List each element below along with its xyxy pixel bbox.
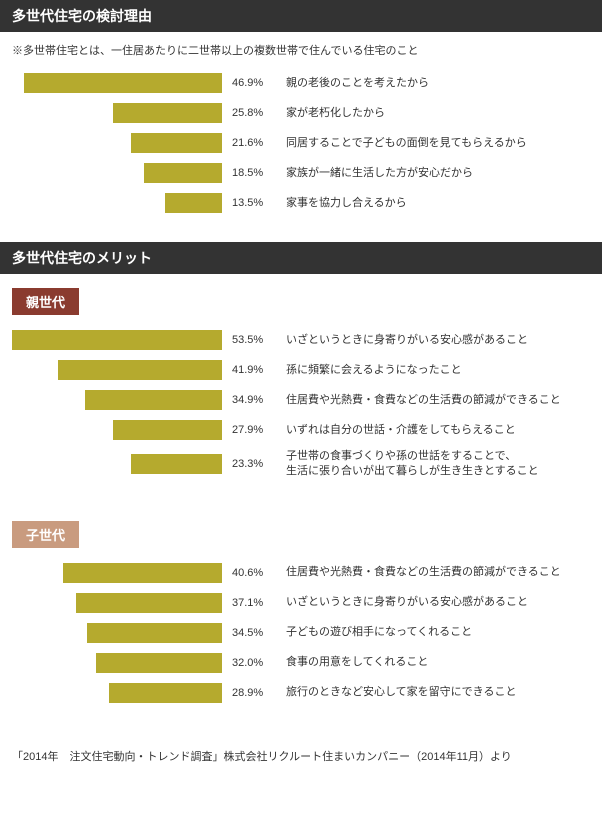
bar-percent: 21.6% [222, 137, 282, 149]
section-2: 多世代住宅のメリット 親世代53.5%いざというときに身寄りがいる安心感があるこ… [0, 242, 602, 732]
bar-row: 41.9%孫に頻繁に会えるようになったこと [12, 359, 590, 381]
source-text: 「2014年 注文住宅動向・トレンド調査」株式会社リクルート住まいカンパニー（2… [0, 732, 602, 774]
bar-container [12, 360, 222, 380]
section-1-chart: 46.9%親の老後のことを考えたから 25.8%家が老朽化したから 21.6%同居す… [0, 72, 602, 242]
bar-label: 旅行のときなど安心して家を留守にできること [282, 685, 516, 700]
bar-container [12, 73, 222, 93]
bar-row: 23.3%子世帯の食事づくりや孫の世話をすることで、生活に張り合いが出て暮らしが… [12, 449, 590, 479]
bar-label: 食事の用意をしてくれること [282, 655, 428, 670]
bar-container [12, 563, 222, 583]
bar-container [12, 133, 222, 153]
bar-container [12, 330, 222, 350]
bar [113, 103, 222, 123]
bar-percent: 53.5% [222, 334, 282, 346]
bar [96, 653, 222, 673]
bar-container [12, 623, 222, 643]
bar-label: 同居することで子どもの面倒を見てもらえるから [282, 136, 527, 151]
bar-percent: 27.9% [222, 424, 282, 436]
bar-percent: 34.9% [222, 394, 282, 406]
bar-row: 37.1%いざというときに身寄りがいる安心感があること [12, 592, 590, 614]
bar [113, 420, 223, 440]
bar-row: 13.5%家事を協力し合えるから [12, 192, 590, 214]
bar-label: 住居費や光熱費・食費などの生活費の節減ができること [282, 565, 561, 580]
bar [131, 133, 222, 153]
bar-label: いざというときに身寄りがいる安心感があること [282, 595, 528, 610]
group-chart: 40.6%住居費や光熱費・食費などの生活費の節減ができること 37.1%いざという… [0, 562, 602, 732]
bar-label: 子世帯の食事づくりや孫の世話をすることで、生活に張り合いが出て暮らしが生き生きと… [282, 449, 539, 479]
bar-container [12, 163, 222, 183]
bar-row: 18.5%家族が一緒に生活した方が安心だから [12, 162, 590, 184]
bar-label: 子どもの遊び相手になってくれること [282, 625, 472, 640]
section-1: 多世代住宅の検討理由 ※多世帯住宅とは、一住居あたりに二世帯以上の複数世帯で住ん… [0, 0, 602, 242]
bar-row: 34.5%子どもの遊び相手になってくれること [12, 622, 590, 644]
bar-container [12, 653, 222, 673]
bar-label: 家族が一緒に生活した方が安心だから [282, 166, 473, 181]
bar-container [12, 683, 222, 703]
bar-row: 53.5%いざというときに身寄りがいる安心感があること [12, 329, 590, 351]
bar [109, 683, 222, 703]
bar [24, 73, 222, 93]
bar-container [12, 420, 222, 440]
group-chart: 53.5%いざというときに身寄りがいる安心感があること 41.9%孫に頻繁に会える… [0, 329, 602, 507]
bar-percent: 37.1% [222, 597, 282, 609]
bar-row: 27.9%いずれは自分の世話・介護をしてもらえること [12, 419, 590, 441]
bar-percent: 23.3% [222, 458, 282, 470]
section-1-title: 多世代住宅の検討理由 [0, 0, 602, 32]
bar-label: 家が老朽化したから [282, 106, 385, 121]
bar-percent: 25.8% [222, 107, 282, 119]
bar-row: 34.9%住居費や光熱費・食費などの生活費の節減ができること [12, 389, 590, 411]
bar-label: いずれは自分の世話・介護をしてもらえること [282, 423, 516, 438]
bar-percent: 40.6% [222, 567, 282, 579]
bar-label: いざというときに身寄りがいる安心感があること [282, 333, 528, 348]
bar-percent: 13.5% [222, 197, 282, 209]
bar [76, 593, 222, 613]
bar-container [12, 390, 222, 410]
bar [165, 193, 222, 213]
bar-row: 40.6%住居費や光熱費・食費などの生活費の節減ができること [12, 562, 590, 584]
bar [12, 330, 222, 350]
bar-label: 孫に頻繁に会えるようになったこと [282, 363, 462, 378]
bar-container [12, 593, 222, 613]
bar-container [12, 103, 222, 123]
group-badge: 親世代 [12, 288, 79, 315]
bar-percent: 18.5% [222, 167, 282, 179]
bar-row: 32.0%食事の用意をしてくれること [12, 652, 590, 674]
group-badge: 子世代 [12, 521, 79, 548]
section-2-title: 多世代住宅のメリット [0, 242, 602, 274]
bar-row: 21.6%同居することで子どもの面倒を見てもらえるから [12, 132, 590, 154]
bar [87, 623, 222, 643]
bar-row: 46.9%親の老後のことを考えたから [12, 72, 590, 94]
bar-percent: 46.9% [222, 77, 282, 89]
bar-label: 家事を協力し合えるから [282, 196, 407, 211]
bar-label: 住居費や光熱費・食費などの生活費の節減ができること [282, 393, 561, 408]
bar [63, 563, 222, 583]
bar [85, 390, 222, 410]
bar-container [12, 454, 222, 474]
bar [58, 360, 222, 380]
bar-percent: 28.9% [222, 687, 282, 699]
bar [131, 454, 222, 474]
bar-percent: 41.9% [222, 364, 282, 376]
section-1-note: ※多世帯住宅とは、一住居あたりに二世帯以上の複数世帯で住んでいる住宅のこと [0, 32, 602, 72]
bar-percent: 34.5% [222, 627, 282, 639]
bar-percent: 32.0% [222, 657, 282, 669]
bar-row: 28.9%旅行のときなど安心して家を留守にできること [12, 682, 590, 704]
bar-row: 25.8%家が老朽化したから [12, 102, 590, 124]
bar [144, 163, 222, 183]
bar-label: 親の老後のことを考えたから [282, 76, 429, 91]
bar-container [12, 193, 222, 213]
